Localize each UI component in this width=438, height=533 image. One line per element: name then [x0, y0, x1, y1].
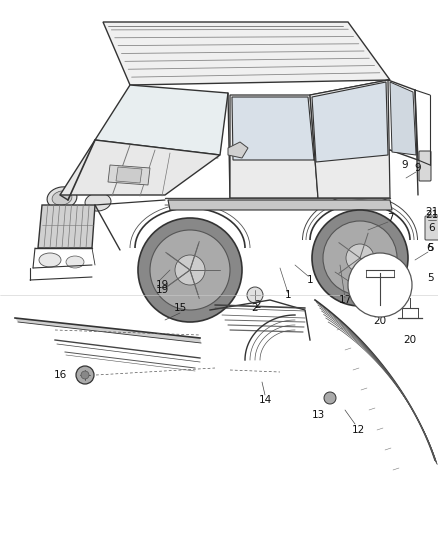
Text: 1: 1 — [285, 290, 291, 300]
Circle shape — [324, 392, 336, 404]
Text: 4: 4 — [377, 285, 383, 295]
Polygon shape — [232, 97, 314, 160]
Text: 20: 20 — [374, 316, 387, 326]
Text: 6: 6 — [427, 243, 433, 253]
Text: 17: 17 — [348, 283, 362, 293]
Circle shape — [312, 210, 408, 306]
Text: 14: 14 — [258, 395, 272, 405]
Text: 21: 21 — [425, 210, 438, 220]
Circle shape — [247, 287, 263, 303]
Circle shape — [138, 218, 242, 322]
Text: 19: 19 — [155, 280, 169, 290]
Polygon shape — [228, 142, 248, 158]
Text: 16: 16 — [53, 370, 67, 380]
Polygon shape — [310, 80, 390, 198]
Circle shape — [150, 230, 230, 310]
Circle shape — [76, 366, 94, 384]
Polygon shape — [95, 85, 228, 155]
Circle shape — [81, 371, 89, 379]
Polygon shape — [116, 167, 142, 183]
Text: 19: 19 — [155, 285, 169, 295]
Circle shape — [175, 255, 205, 285]
Text: 6: 6 — [429, 223, 435, 233]
Text: 2: 2 — [254, 300, 261, 310]
Polygon shape — [168, 200, 392, 210]
Ellipse shape — [52, 191, 72, 205]
Ellipse shape — [39, 253, 61, 267]
FancyBboxPatch shape — [419, 151, 431, 181]
Polygon shape — [390, 82, 416, 155]
Text: 20: 20 — [403, 335, 417, 345]
Polygon shape — [230, 95, 318, 198]
Circle shape — [346, 244, 374, 272]
Ellipse shape — [47, 187, 77, 209]
Circle shape — [323, 221, 397, 295]
Polygon shape — [60, 140, 220, 195]
Polygon shape — [108, 165, 150, 185]
Polygon shape — [15, 318, 201, 343]
Ellipse shape — [85, 193, 111, 211]
Text: 17: 17 — [339, 295, 352, 305]
FancyBboxPatch shape — [257, 169, 277, 179]
Text: 21: 21 — [425, 207, 438, 217]
Ellipse shape — [66, 256, 84, 268]
Text: 4: 4 — [397, 263, 403, 273]
Text: 7: 7 — [387, 213, 393, 223]
Polygon shape — [38, 205, 95, 248]
Text: 15: 15 — [173, 303, 187, 313]
Text: 2: 2 — [252, 303, 258, 313]
Text: 12: 12 — [351, 425, 364, 435]
Polygon shape — [103, 22, 390, 85]
FancyBboxPatch shape — [425, 216, 438, 240]
FancyBboxPatch shape — [334, 164, 354, 174]
Text: 9: 9 — [415, 163, 421, 173]
Polygon shape — [312, 82, 388, 162]
Text: 9: 9 — [402, 160, 408, 170]
Text: 5: 5 — [427, 273, 433, 283]
Circle shape — [348, 253, 412, 317]
Text: 5: 5 — [427, 243, 433, 253]
Text: 1: 1 — [307, 275, 313, 285]
Text: 13: 13 — [311, 410, 325, 420]
